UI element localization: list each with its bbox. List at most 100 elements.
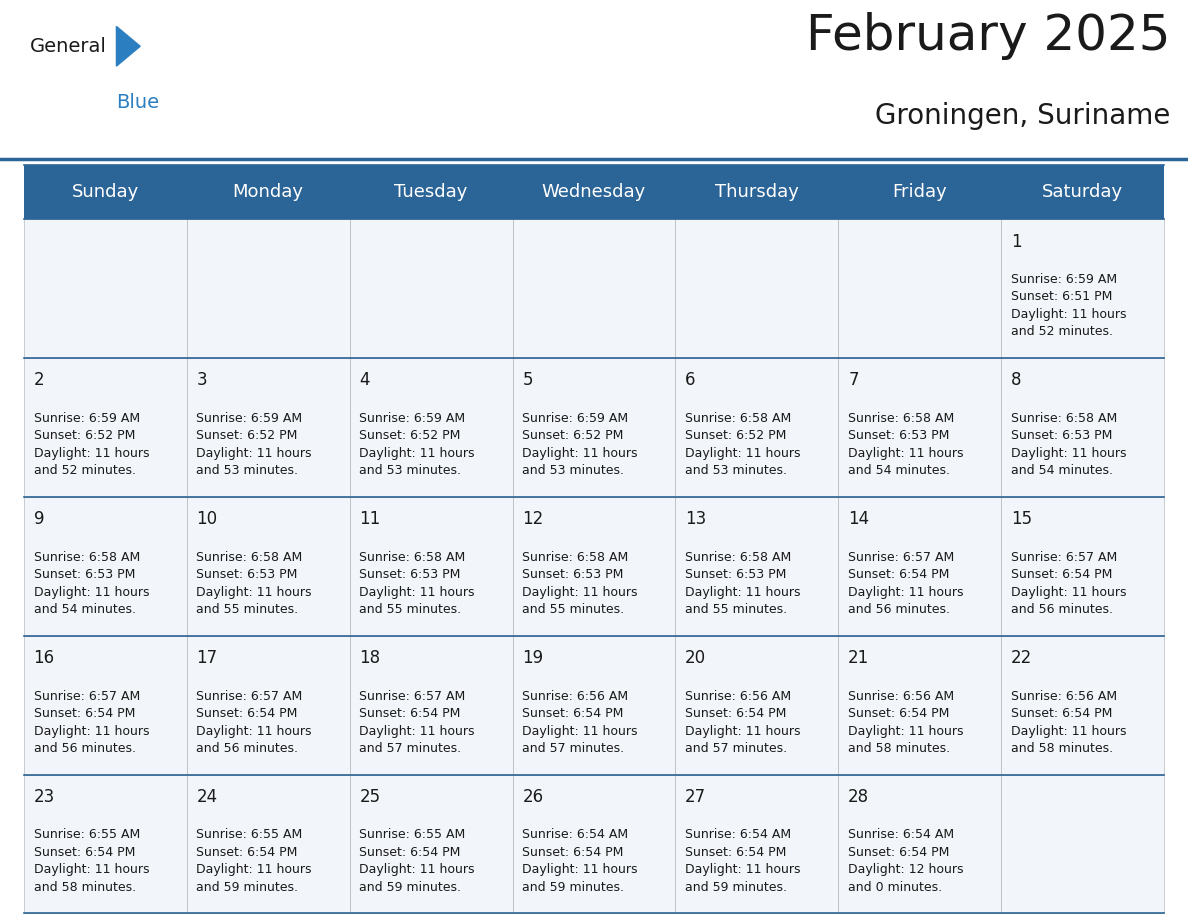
Text: Monday: Monday <box>233 184 304 201</box>
Text: 26: 26 <box>523 788 543 806</box>
Bar <box>349 497 512 635</box>
Text: Sunrise: 6:58 AM
Sunset: 6:53 PM
Daylight: 11 hours
and 55 minutes.: Sunrise: 6:58 AM Sunset: 6:53 PM Dayligh… <box>523 551 638 616</box>
Text: Sunrise: 6:59 AM
Sunset: 6:52 PM
Daylight: 11 hours
and 53 minutes.: Sunrise: 6:59 AM Sunset: 6:52 PM Dayligh… <box>360 412 475 477</box>
Text: Sunrise: 6:55 AM
Sunset: 6:54 PM
Daylight: 11 hours
and 58 minutes.: Sunrise: 6:55 AM Sunset: 6:54 PM Dayligh… <box>33 828 148 894</box>
Text: 20: 20 <box>685 649 707 667</box>
Text: 3: 3 <box>196 372 207 389</box>
Text: February 2025: February 2025 <box>805 12 1170 61</box>
Text: Sunrise: 6:59 AM
Sunset: 6:51 PM
Daylight: 11 hours
and 52 minutes.: Sunrise: 6:59 AM Sunset: 6:51 PM Dayligh… <box>1011 273 1126 339</box>
Text: 21: 21 <box>848 649 870 667</box>
Text: 8: 8 <box>1011 372 1022 389</box>
Bar <box>512 497 676 635</box>
Text: Sunrise: 6:58 AM
Sunset: 6:53 PM
Daylight: 11 hours
and 55 minutes.: Sunrise: 6:58 AM Sunset: 6:53 PM Dayligh… <box>685 551 801 616</box>
Bar <box>839 635 1001 775</box>
Text: Sunrise: 6:54 AM
Sunset: 6:54 PM
Daylight: 11 hours
and 59 minutes.: Sunrise: 6:54 AM Sunset: 6:54 PM Dayligh… <box>685 828 801 894</box>
Bar <box>24 165 187 219</box>
Text: 12: 12 <box>523 510 544 528</box>
Polygon shape <box>116 27 140 66</box>
Text: Sunrise: 6:56 AM
Sunset: 6:54 PM
Daylight: 11 hours
and 57 minutes.: Sunrise: 6:56 AM Sunset: 6:54 PM Dayligh… <box>685 689 801 756</box>
Text: Sunrise: 6:57 AM
Sunset: 6:54 PM
Daylight: 11 hours
and 56 minutes.: Sunrise: 6:57 AM Sunset: 6:54 PM Dayligh… <box>848 551 963 616</box>
Bar <box>187 497 349 635</box>
Bar <box>187 635 349 775</box>
Text: Sunrise: 6:57 AM
Sunset: 6:54 PM
Daylight: 11 hours
and 56 minutes.: Sunrise: 6:57 AM Sunset: 6:54 PM Dayligh… <box>196 689 312 756</box>
Bar <box>839 165 1001 219</box>
Text: Sunrise: 6:58 AM
Sunset: 6:53 PM
Daylight: 11 hours
and 54 minutes.: Sunrise: 6:58 AM Sunset: 6:53 PM Dayligh… <box>848 412 963 477</box>
Text: 17: 17 <box>196 649 217 667</box>
Text: Sunrise: 6:56 AM
Sunset: 6:54 PM
Daylight: 11 hours
and 58 minutes.: Sunrise: 6:56 AM Sunset: 6:54 PM Dayligh… <box>848 689 963 756</box>
Bar <box>24 635 187 775</box>
Bar <box>1001 775 1164 913</box>
Bar <box>839 775 1001 913</box>
Bar <box>676 219 839 358</box>
Bar <box>24 497 187 635</box>
Text: Sunrise: 6:59 AM
Sunset: 6:52 PM
Daylight: 11 hours
and 53 minutes.: Sunrise: 6:59 AM Sunset: 6:52 PM Dayligh… <box>196 412 312 477</box>
Text: Thursday: Thursday <box>715 184 798 201</box>
Text: 9: 9 <box>33 510 44 528</box>
Text: Sunrise: 6:54 AM
Sunset: 6:54 PM
Daylight: 12 hours
and 0 minutes.: Sunrise: 6:54 AM Sunset: 6:54 PM Dayligh… <box>848 828 963 894</box>
Bar <box>187 775 349 913</box>
Text: Sunrise: 6:57 AM
Sunset: 6:54 PM
Daylight: 11 hours
and 56 minutes.: Sunrise: 6:57 AM Sunset: 6:54 PM Dayligh… <box>33 689 148 756</box>
Bar <box>187 358 349 497</box>
Text: 5: 5 <box>523 372 532 389</box>
Bar <box>1001 219 1164 358</box>
Bar <box>349 358 512 497</box>
Text: 28: 28 <box>848 788 870 806</box>
Text: Sunrise: 6:58 AM
Sunset: 6:53 PM
Daylight: 11 hours
and 54 minutes.: Sunrise: 6:58 AM Sunset: 6:53 PM Dayligh… <box>33 551 148 616</box>
Bar <box>24 358 187 497</box>
Text: Saturday: Saturday <box>1042 184 1124 201</box>
Text: Sunrise: 6:59 AM
Sunset: 6:52 PM
Daylight: 11 hours
and 52 minutes.: Sunrise: 6:59 AM Sunset: 6:52 PM Dayligh… <box>33 412 148 477</box>
Bar <box>512 635 676 775</box>
Bar <box>839 219 1001 358</box>
Text: Sunrise: 6:56 AM
Sunset: 6:54 PM
Daylight: 11 hours
and 58 minutes.: Sunrise: 6:56 AM Sunset: 6:54 PM Dayligh… <box>1011 689 1126 756</box>
Text: 2: 2 <box>33 372 44 389</box>
Text: 4: 4 <box>360 372 369 389</box>
Bar <box>24 775 187 913</box>
Text: General: General <box>30 37 107 56</box>
Text: 10: 10 <box>196 510 217 528</box>
Text: 23: 23 <box>33 788 55 806</box>
Bar <box>676 497 839 635</box>
Text: Tuesday: Tuesday <box>394 184 468 201</box>
Text: Wednesday: Wednesday <box>542 184 646 201</box>
Bar <box>187 165 349 219</box>
Text: 27: 27 <box>685 788 707 806</box>
Bar <box>512 165 676 219</box>
Text: 14: 14 <box>848 510 870 528</box>
Text: Sunrise: 6:55 AM
Sunset: 6:54 PM
Daylight: 11 hours
and 59 minutes.: Sunrise: 6:55 AM Sunset: 6:54 PM Dayligh… <box>196 828 312 894</box>
Text: Sunrise: 6:58 AM
Sunset: 6:53 PM
Daylight: 11 hours
and 55 minutes.: Sunrise: 6:58 AM Sunset: 6:53 PM Dayligh… <box>196 551 312 616</box>
Text: 1: 1 <box>1011 232 1022 251</box>
Bar <box>676 635 839 775</box>
Bar <box>839 497 1001 635</box>
Bar <box>676 775 839 913</box>
Bar <box>1001 358 1164 497</box>
Bar <box>24 219 187 358</box>
Text: Sunrise: 6:58 AM
Sunset: 6:53 PM
Daylight: 11 hours
and 55 minutes.: Sunrise: 6:58 AM Sunset: 6:53 PM Dayligh… <box>360 551 475 616</box>
Bar <box>512 219 676 358</box>
Text: 11: 11 <box>360 510 380 528</box>
Text: Sunrise: 6:57 AM
Sunset: 6:54 PM
Daylight: 11 hours
and 57 minutes.: Sunrise: 6:57 AM Sunset: 6:54 PM Dayligh… <box>360 689 475 756</box>
Bar <box>1001 635 1164 775</box>
Bar <box>349 775 512 913</box>
Text: 18: 18 <box>360 649 380 667</box>
Text: 7: 7 <box>848 372 859 389</box>
Bar <box>512 358 676 497</box>
Text: 13: 13 <box>685 510 707 528</box>
Text: Blue: Blue <box>116 93 159 112</box>
Bar <box>676 358 839 497</box>
Bar <box>512 775 676 913</box>
Bar <box>349 219 512 358</box>
Bar <box>1001 497 1164 635</box>
Bar <box>1001 165 1164 219</box>
Text: Groningen, Suriname: Groningen, Suriname <box>874 102 1170 129</box>
Text: 25: 25 <box>360 788 380 806</box>
Text: Sunday: Sunday <box>71 184 139 201</box>
Bar <box>187 219 349 358</box>
Text: Friday: Friday <box>892 184 947 201</box>
Text: 19: 19 <box>523 649 543 667</box>
Bar <box>676 165 839 219</box>
Text: 16: 16 <box>33 649 55 667</box>
Text: Sunrise: 6:55 AM
Sunset: 6:54 PM
Daylight: 11 hours
and 59 minutes.: Sunrise: 6:55 AM Sunset: 6:54 PM Dayligh… <box>360 828 475 894</box>
Text: Sunrise: 6:59 AM
Sunset: 6:52 PM
Daylight: 11 hours
and 53 minutes.: Sunrise: 6:59 AM Sunset: 6:52 PM Dayligh… <box>523 412 638 477</box>
Bar <box>349 635 512 775</box>
Text: Sunrise: 6:58 AM
Sunset: 6:52 PM
Daylight: 11 hours
and 53 minutes.: Sunrise: 6:58 AM Sunset: 6:52 PM Dayligh… <box>685 412 801 477</box>
